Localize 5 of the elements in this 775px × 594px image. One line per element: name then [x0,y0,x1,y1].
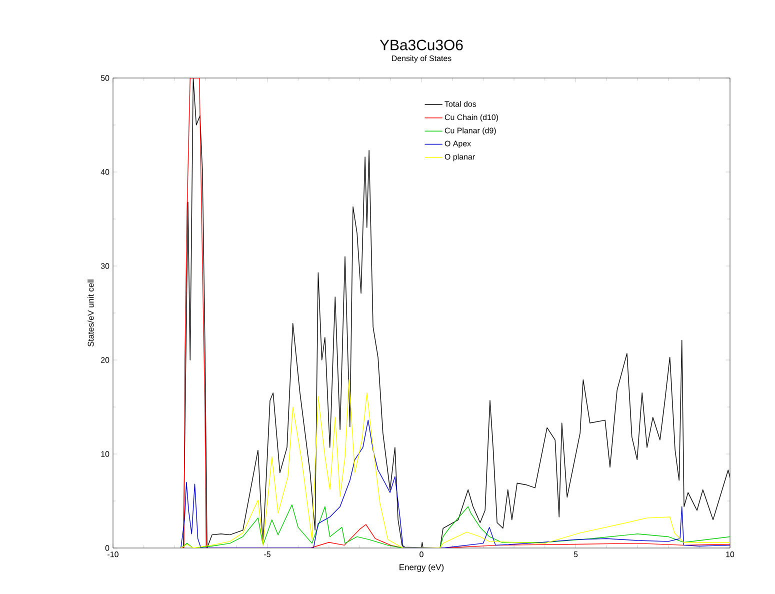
line-series [180,420,730,548]
x-axis-title: Energy (eV) [400,564,444,572]
chart-title: YBa3Cu3O6 [380,40,463,50]
line-series [180,379,730,548]
y-axis-title: States/eV unit cell [88,280,94,346]
